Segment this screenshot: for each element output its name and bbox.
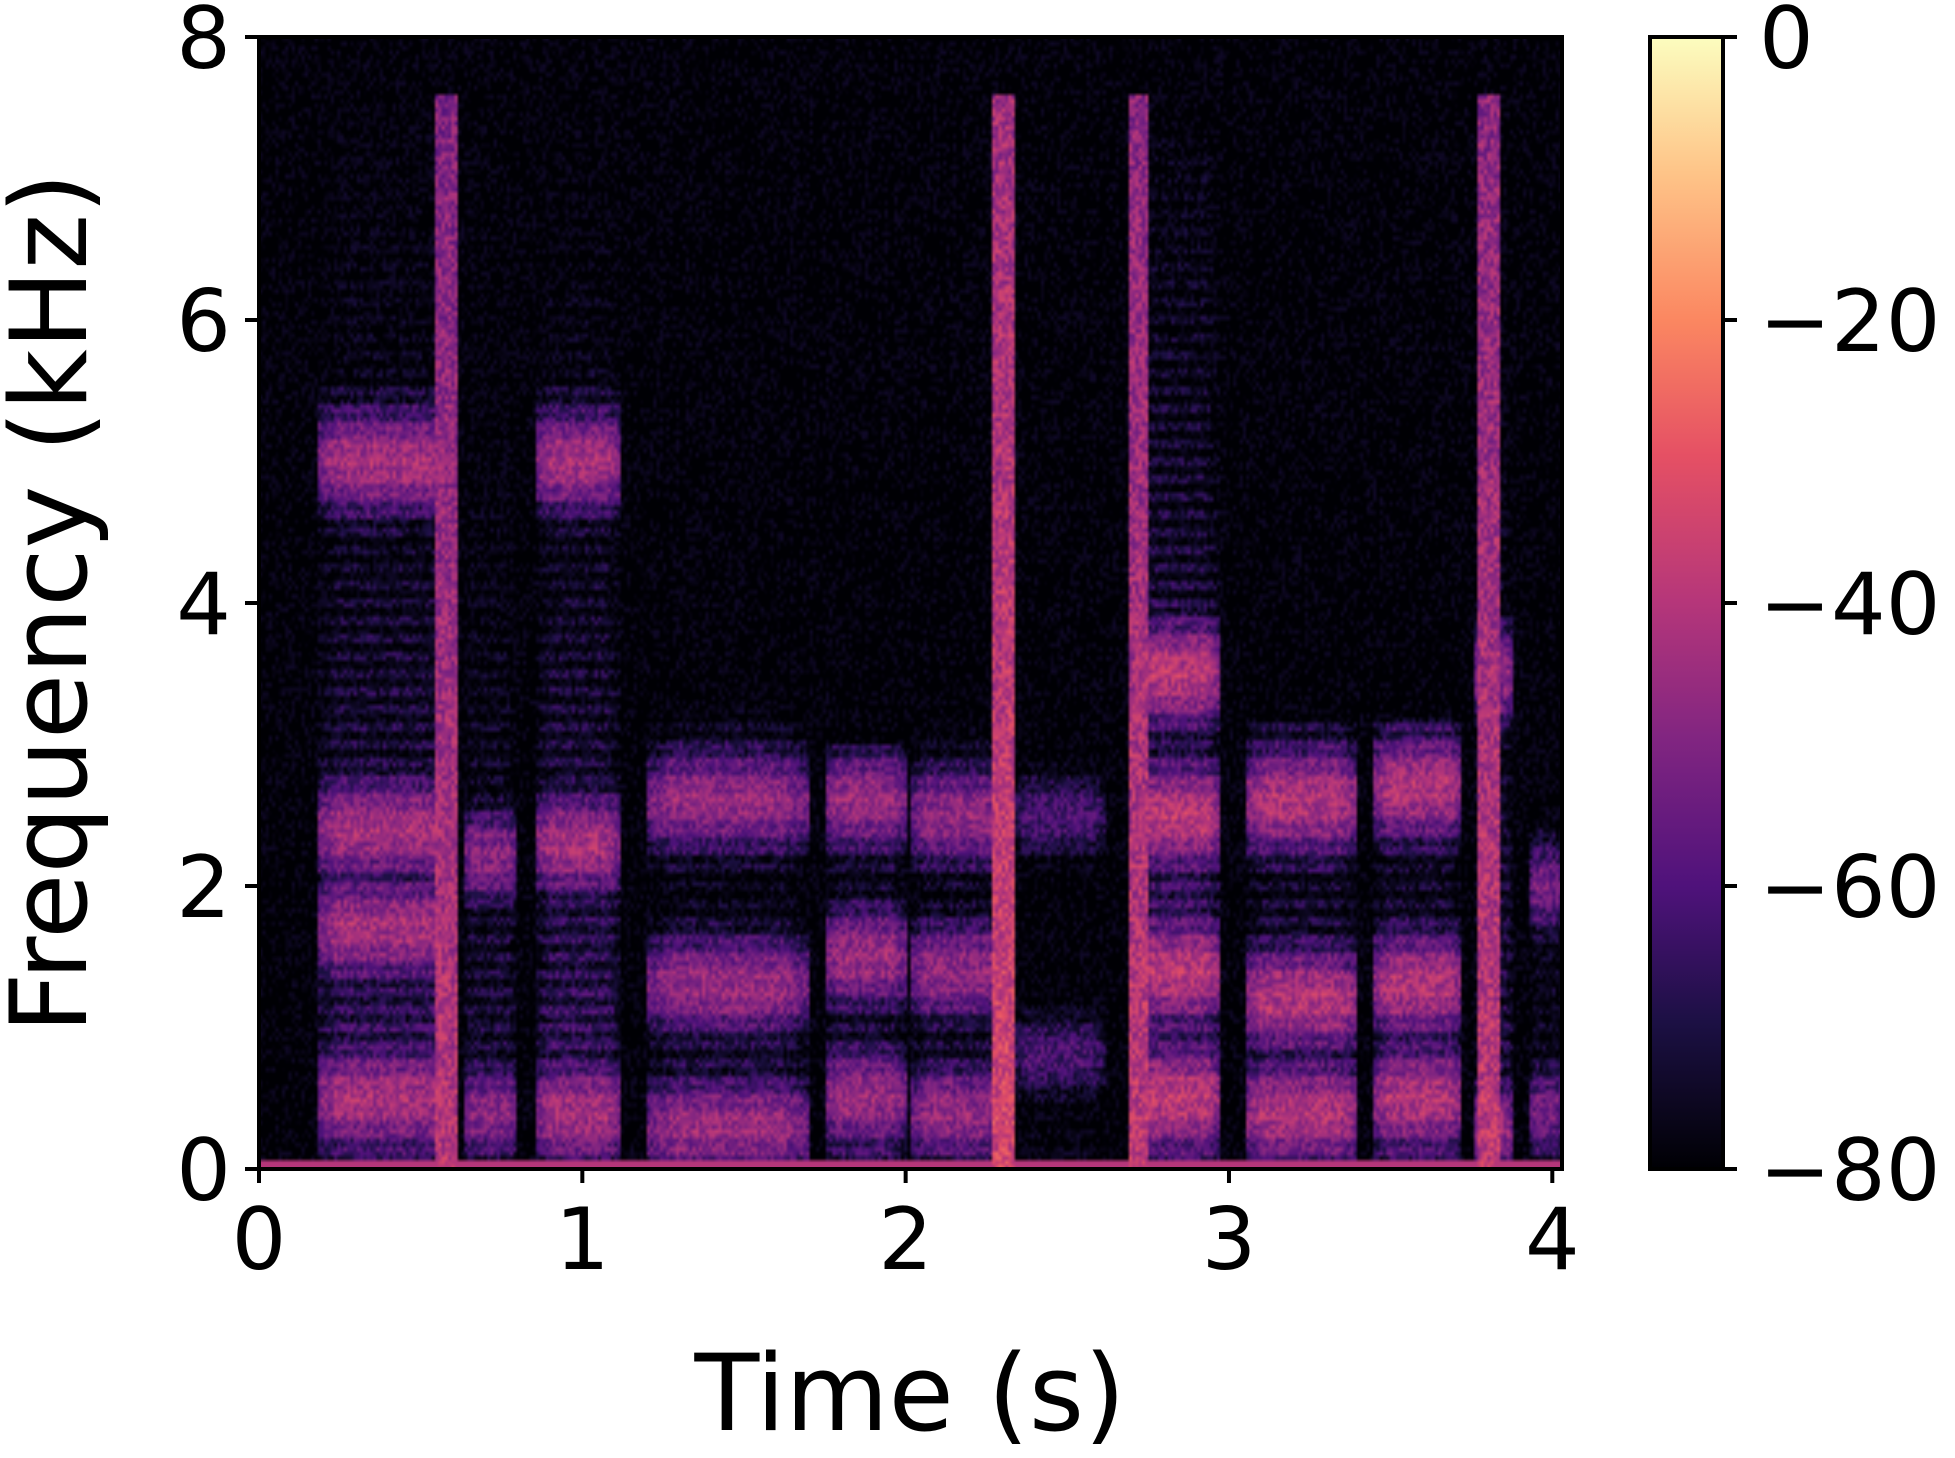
colorbar-ticks: 0 −20 −40 −60 −80: [1723, 0, 1941, 1221]
y-axis-label: Frequency (kHz): [0, 173, 111, 1034]
x-axis-label: Time (s): [693, 1332, 1125, 1455]
x-axis: 0 1 2 3 4: [232, 1169, 1580, 1290]
colorbar-tick-label: −40: [1759, 555, 1941, 655]
x-tick-label: 0: [232, 1190, 287, 1290]
y-tick-label: 2: [176, 838, 231, 938]
x-tick-label: 4: [1525, 1190, 1580, 1290]
colorbar-tick-label: −80: [1759, 1121, 1941, 1221]
colorbar-tick-label: 0: [1759, 0, 1814, 89]
x-tick-label: 3: [1202, 1190, 1257, 1290]
colorbar-tick-label: −20: [1759, 272, 1941, 372]
y-tick-label: 0: [176, 1121, 231, 1221]
x-tick-label: 2: [878, 1190, 933, 1290]
spectrogram-image: [259, 37, 1562, 1169]
y-tick-label: 4: [176, 555, 231, 655]
y-tick-label: 8: [176, 0, 231, 89]
colorbar: 0 −20 −40 −60 −80: [1648, 0, 1941, 1221]
spectrogram-plot-area: [257, 35, 1564, 1171]
x-tick-label: 1: [555, 1190, 610, 1290]
y-axis: 0 2 4 6 8: [176, 0, 259, 1221]
colorbar-gradient: [1648, 35, 1725, 1171]
y-tick-label: 6: [176, 272, 231, 372]
colorbar-tick-label: −60: [1759, 838, 1941, 938]
